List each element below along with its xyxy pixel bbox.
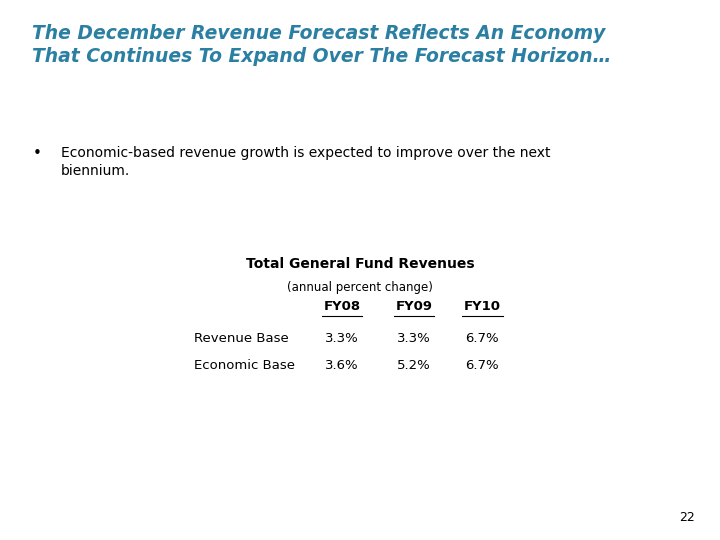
Text: 22: 22 (679, 511, 695, 524)
Text: 3.6%: 3.6% (325, 359, 359, 372)
Text: 6.7%: 6.7% (466, 332, 499, 345)
Text: 3.3%: 3.3% (397, 332, 431, 345)
Text: The December Revenue Forecast Reflects An Economy
That Continues To Expand Over : The December Revenue Forecast Reflects A… (32, 24, 612, 66)
Text: (annual percent change): (annual percent change) (287, 281, 433, 294)
Text: FY09: FY09 (395, 300, 433, 313)
Text: Economic-based revenue growth is expected to improve over the next
biennium.: Economic-based revenue growth is expecte… (61, 146, 551, 178)
Text: Economic Base: Economic Base (194, 359, 295, 372)
Text: •: • (32, 146, 41, 161)
Text: 5.2%: 5.2% (397, 359, 431, 372)
Text: Revenue Base: Revenue Base (194, 332, 289, 345)
Text: FY10: FY10 (464, 300, 501, 313)
Text: 3.3%: 3.3% (325, 332, 359, 345)
Text: FY08: FY08 (323, 300, 361, 313)
Text: 6.7%: 6.7% (466, 359, 499, 372)
Text: Total General Fund Revenues: Total General Fund Revenues (246, 256, 474, 271)
